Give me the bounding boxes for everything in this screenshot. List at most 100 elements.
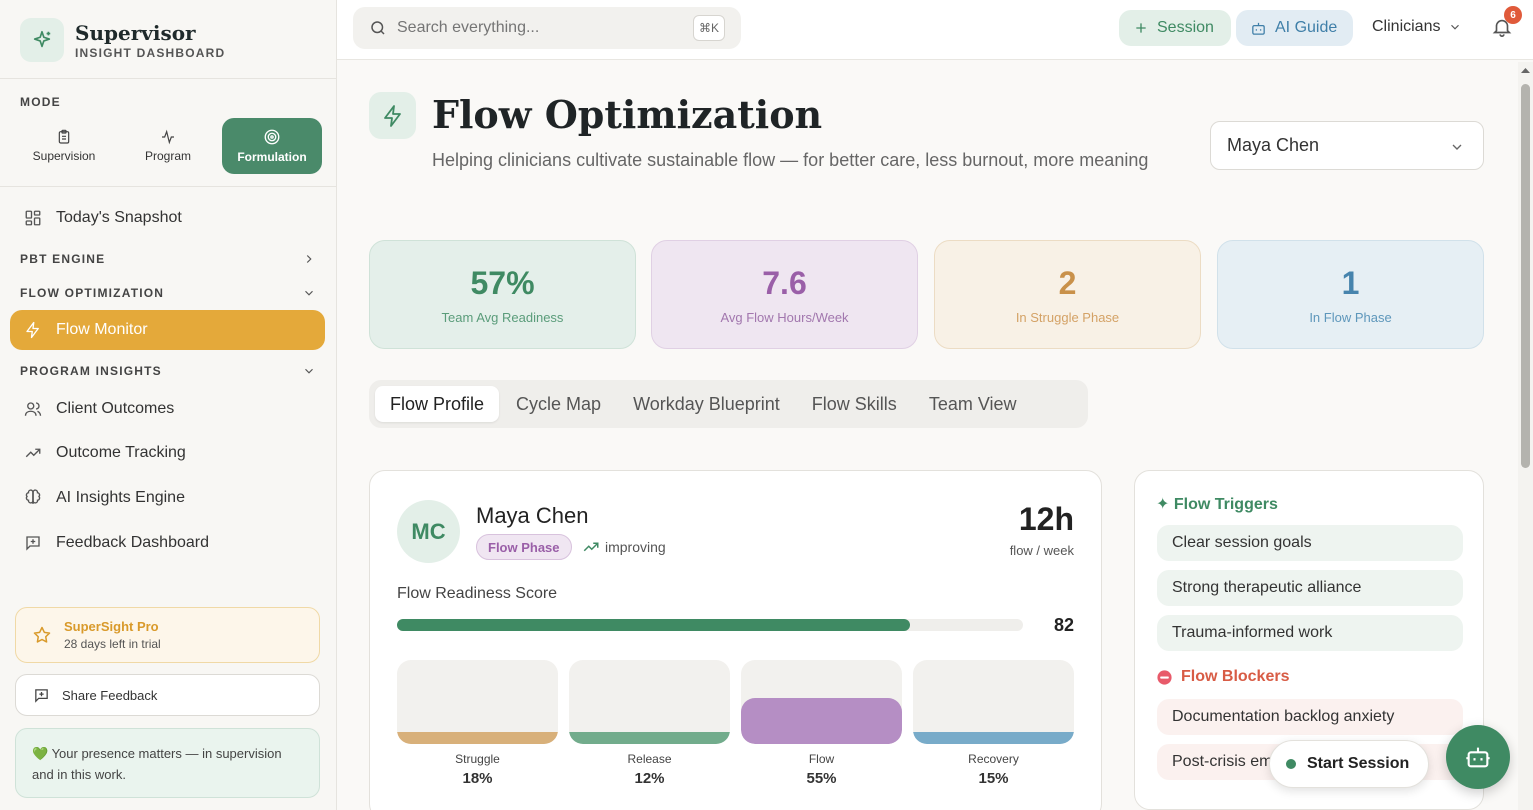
stat-card: 7.6 Avg Flow Hours/Week — [651, 240, 918, 349]
brand-subtitle: INSIGHT DASHBOARD — [75, 45, 226, 60]
flow-hours-label: flow / week — [1009, 543, 1074, 558]
stat-label: In Flow Phase — [1309, 310, 1392, 325]
page-title: Flow Optimization — [432, 92, 823, 137]
flow-triggers-title: ✦ Flow Triggers — [1156, 496, 1278, 513]
phase-bar — [741, 660, 902, 744]
brand[interactable]: Supervisor INSIGHT DASHBOARD — [20, 18, 225, 62]
status-dot — [1286, 759, 1296, 769]
nav-client-outcomes[interactable]: Client Outcomes — [10, 389, 325, 429]
bell-icon — [1492, 19, 1512, 37]
activity-icon — [162, 129, 174, 145]
stat-card: 2 In Struggle Phase — [934, 240, 1201, 349]
flow-hours: 12h — [1018, 501, 1074, 537]
phase-name: Flow — [808, 752, 835, 766]
clinicians-dropdown[interactable]: Clinicians — [1372, 18, 1462, 36]
tab-flow-skills[interactable]: Flow Skills — [811, 393, 897, 414]
trend-label: improving — [605, 539, 666, 555]
phase-bar-fill — [913, 732, 1074, 744]
nav-outcome-tracking[interactable]: Outcome Tracking — [10, 433, 325, 473]
message-plus-icon — [35, 688, 48, 703]
phase-recovery: Recovery 15% — [913, 660, 1074, 787]
chevron-down-icon — [305, 290, 313, 296]
notification-badge: 6 — [1504, 6, 1522, 24]
nav-flow-monitor[interactable]: Flow Monitor — [10, 310, 325, 350]
phase-bar — [569, 660, 730, 744]
tab-flow-profile[interactable]: Flow Profile — [375, 386, 500, 422]
flow-blockers-heading: Flow Blockers — [1156, 668, 1289, 686]
trending-up-icon — [583, 542, 599, 552]
share-label: Share Feedback — [62, 687, 158, 703]
mode-label-text: Program — [144, 149, 191, 163]
divider — [0, 78, 337, 79]
search-input[interactable] — [397, 19, 677, 37]
phase-percent: 18% — [462, 770, 493, 787]
tab-team-view[interactable]: Team View — [928, 393, 1017, 414]
nav-feedback-dashboard[interactable]: Feedback Dashboard — [10, 523, 325, 563]
clinician-select[interactable]: Maya Chen — [1210, 121, 1484, 170]
notifications-button[interactable] — [1491, 16, 1513, 43]
group-label: PBT ENGINE — [20, 252, 106, 266]
phase-percent: 15% — [978, 770, 1009, 787]
blocker-chip: Documentation backlog anxiety — [1157, 699, 1463, 735]
sparkle-icon — [20, 18, 64, 62]
chevron-down-icon — [1451, 24, 1460, 30]
group-program-insights[interactable]: PROGRAM INSIGHTS — [20, 364, 316, 378]
mode-label-text: Formulation — [237, 150, 307, 164]
new-session-button[interactable]: Session — [1119, 10, 1231, 46]
session-label: Session — [1157, 19, 1214, 36]
phase-bar-fill — [741, 698, 902, 744]
phase-name: Recovery — [968, 752, 1019, 766]
nav-label: Today's Snapshot — [56, 209, 182, 226]
search-icon — [371, 21, 385, 35]
phase-bar-fill — [569, 732, 730, 744]
tab-workday-blueprint[interactable]: Workday Blueprint — [633, 393, 780, 414]
phase-release: Release 12% — [569, 660, 730, 787]
stat-value: 7.6 — [762, 265, 807, 301]
brain-icon — [25, 489, 41, 504]
plus-icon — [1136, 23, 1146, 33]
users-icon — [24, 402, 42, 416]
page-scrollbar[interactable] — [1518, 62, 1533, 810]
score-bar-fill — [397, 619, 911, 631]
group-flow-optimization[interactable]: FLOW OPTIMIZATION — [20, 286, 316, 300]
score-label: Flow Readiness Score — [397, 585, 558, 602]
star-icon — [33, 626, 51, 643]
tab-cycle-map[interactable]: Cycle Map — [516, 393, 602, 414]
flow-profile-card: MC Maya Chen Flow Phase improving 12h fl… — [369, 470, 1102, 810]
profile-name: Maya Chen — [476, 503, 589, 528]
page-subtitle: Helping clinicians cultivate sustainable… — [432, 150, 1149, 170]
stat-label: Avg Flow Hours/Week — [720, 310, 849, 325]
promo-title: SuperSight Pro — [64, 619, 159, 634]
topbar: ⌘K Session AI Guide Clinicians 6 — [337, 0, 1533, 60]
stat-card: 57% Team Avg Readiness — [369, 240, 636, 349]
target-icon — [264, 129, 280, 145]
selected-clinician: Maya Chen — [1227, 135, 1320, 155]
phase-bar — [913, 660, 1074, 744]
bot-icon — [1466, 747, 1490, 768]
trending-up-icon — [25, 448, 41, 458]
trend-indicator: improving — [582, 538, 666, 556]
search-bar[interactable]: ⌘K — [353, 7, 741, 49]
mode-supervision-button[interactable]: Supervision — [14, 118, 114, 174]
scroll-up-icon — [1521, 68, 1530, 73]
chevron-down-icon — [305, 368, 313, 374]
scrollbar-thumb[interactable] — [1521, 84, 1530, 468]
nav-label: Feedback Dashboard — [56, 534, 209, 551]
ai-guide-button[interactable]: AI Guide — [1236, 10, 1353, 46]
phase-bar-fill — [397, 732, 558, 744]
group-label: PROGRAM INSIGHTS — [20, 364, 162, 378]
nav-ai-insights-engine[interactable]: AI Insights Engine — [10, 478, 325, 518]
promo-card[interactable]: SuperSight Pro 28 days left in trial — [15, 607, 320, 663]
mode-program-button[interactable]: Program — [118, 118, 218, 174]
ai-assistant-button[interactable] — [1446, 725, 1510, 789]
share-feedback-button[interactable]: Share Feedback — [15, 674, 320, 716]
group-pbt-engine[interactable]: PBT ENGINE — [20, 252, 316, 266]
mode-label: MODE — [20, 95, 61, 109]
presence-note: 💚 Your presence matters — in supervision… — [15, 728, 320, 798]
clipboard-icon — [58, 129, 70, 144]
nav-label: Client Outcomes — [56, 400, 175, 417]
start-session-button[interactable]: Start Session — [1269, 740, 1429, 788]
mode-formulation-button[interactable]: Formulation — [222, 118, 322, 174]
lightning-icon — [26, 321, 39, 339]
nav-todays-snapshot[interactable]: Today's Snapshot — [10, 198, 325, 238]
